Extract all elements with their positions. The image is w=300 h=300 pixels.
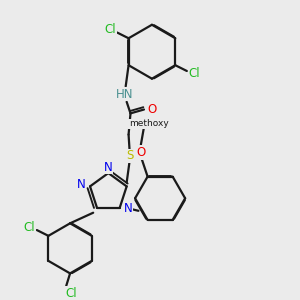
Text: S: S (126, 149, 133, 162)
Text: O: O (147, 103, 156, 116)
Text: methoxy: methoxy (129, 119, 168, 128)
Text: Cl: Cl (65, 287, 77, 300)
Text: N: N (104, 161, 113, 174)
Text: Cl: Cl (189, 68, 200, 80)
Text: Cl: Cl (104, 23, 116, 36)
Text: N: N (77, 178, 86, 191)
Text: N: N (124, 202, 133, 215)
Text: O: O (136, 146, 146, 159)
Text: HN: HN (116, 88, 134, 100)
Text: Cl: Cl (23, 221, 35, 234)
